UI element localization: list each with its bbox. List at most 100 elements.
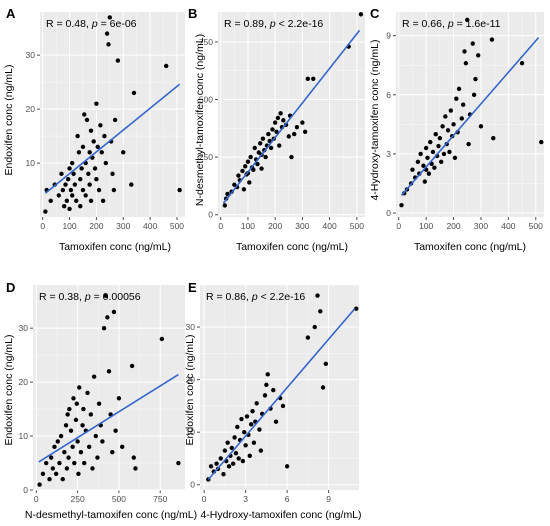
regression-line — [38, 373, 179, 463]
panel-e: E 0 3 6 9 0 10 20 30 R = 0.86, p < 2.2e-16 4-Hydro… — [184, 280, 362, 521]
x-tick-label: 9 — [326, 494, 331, 504]
data-point — [258, 448, 264, 453]
y-tick-label: 0 — [208, 210, 213, 220]
x-tick-label: 0 — [202, 494, 207, 504]
data-point — [225, 440, 230, 445]
data-point — [236, 173, 241, 178]
data-point — [110, 450, 115, 455]
data-point — [221, 472, 226, 477]
data-point — [88, 412, 94, 417]
data-point — [177, 187, 182, 193]
data-point — [454, 96, 459, 101]
data-point — [257, 141, 263, 146]
data-point — [252, 145, 257, 151]
y-tick-label: 0 — [23, 485, 28, 495]
y-tick-label: 9 — [386, 31, 391, 41]
data-point — [103, 293, 108, 298]
data-point — [410, 167, 415, 172]
data-point — [425, 155, 430, 161]
data-point — [239, 416, 244, 422]
data-point — [519, 61, 525, 66]
data-point — [64, 466, 70, 471]
data-point — [115, 58, 121, 63]
y-axis-title: Endoxifen conc (ng/mL) — [3, 335, 15, 446]
panel-d: D 0 250 500 750 0 10 20 30 R = 0.38, p = 0.00056 N… — [3, 280, 197, 521]
panel-b: B 0 100 200 300 400 500 0 250 500 750 R = 0.89, p <… — [188, 6, 365, 253]
data-point — [62, 450, 67, 455]
data-point — [466, 141, 471, 147]
data-point — [230, 461, 236, 466]
data-point — [257, 427, 262, 432]
y-tick-label: 20 — [19, 377, 29, 387]
p-label: p — [91, 18, 98, 30]
data-point — [80, 423, 85, 428]
data-point — [251, 167, 256, 172]
data-point — [208, 464, 214, 469]
x-tick-label: 300 — [116, 221, 130, 231]
data-point — [318, 309, 323, 314]
data-point — [320, 385, 326, 390]
data-point — [98, 123, 103, 128]
data-point — [456, 86, 462, 92]
data-point — [104, 31, 110, 36]
p-label: p — [269, 18, 276, 30]
x-tick-label: 100 — [419, 221, 433, 231]
data-point — [305, 335, 311, 340]
data-point — [222, 448, 228, 453]
data-point — [242, 429, 247, 435]
data-point — [284, 464, 290, 469]
p-label: p — [251, 291, 258, 303]
data-point — [433, 132, 438, 137]
x-tick-label: 6 — [285, 494, 290, 504]
data-point — [91, 139, 96, 144]
data-point — [222, 203, 228, 208]
data-point — [44, 460, 49, 466]
y-axis-title: Endoxifen conc (ng/mL) — [184, 335, 196, 446]
data-point — [86, 171, 91, 177]
data-point — [264, 382, 269, 388]
data-point — [271, 387, 276, 393]
data-point — [81, 406, 86, 412]
data-point — [266, 131, 271, 137]
x-axis-title: N-desmethyl-tamoxifen conc (ng/mL) — [25, 509, 197, 521]
data-point — [84, 117, 90, 123]
p-label: p — [84, 291, 91, 303]
data-point — [95, 144, 100, 150]
data-point — [80, 187, 86, 193]
data-point — [159, 336, 165, 342]
data-point — [399, 202, 404, 208]
data-point — [421, 163, 426, 168]
y-tick-label: 0 — [386, 208, 391, 218]
data-point — [101, 325, 107, 331]
data-point — [262, 393, 268, 398]
y-tick-label: 0 — [190, 480, 195, 490]
data-point — [281, 118, 286, 123]
data-point — [67, 406, 72, 412]
data-point — [247, 453, 252, 459]
data-point — [72, 460, 77, 466]
data-point — [358, 12, 364, 17]
data-point — [129, 182, 134, 187]
y-axis-title: Endoxifen conc (ng/mL) — [3, 65, 15, 176]
y-tick-label: 500 — [199, 95, 213, 105]
data-point — [244, 414, 250, 419]
data-point — [236, 456, 241, 461]
data-point — [60, 187, 66, 193]
x-tick-label: 0 — [40, 221, 45, 231]
data-point — [451, 122, 456, 127]
data-point — [447, 149, 452, 155]
data-point — [57, 460, 62, 466]
data-point — [491, 135, 496, 141]
annotation-separator: , — [264, 18, 270, 30]
correlation-annotation: R = 0.86, p < 2.2e-16 — [206, 291, 305, 303]
data-point — [289, 154, 294, 160]
data-point — [88, 128, 94, 133]
regression-line — [222, 29, 361, 204]
x-tick-label: 0 — [34, 494, 39, 504]
data-point — [96, 187, 102, 193]
data-point — [445, 128, 451, 133]
data-point — [539, 139, 544, 145]
regression-line — [207, 308, 356, 481]
data-point — [37, 482, 42, 487]
data-point — [40, 471, 46, 477]
